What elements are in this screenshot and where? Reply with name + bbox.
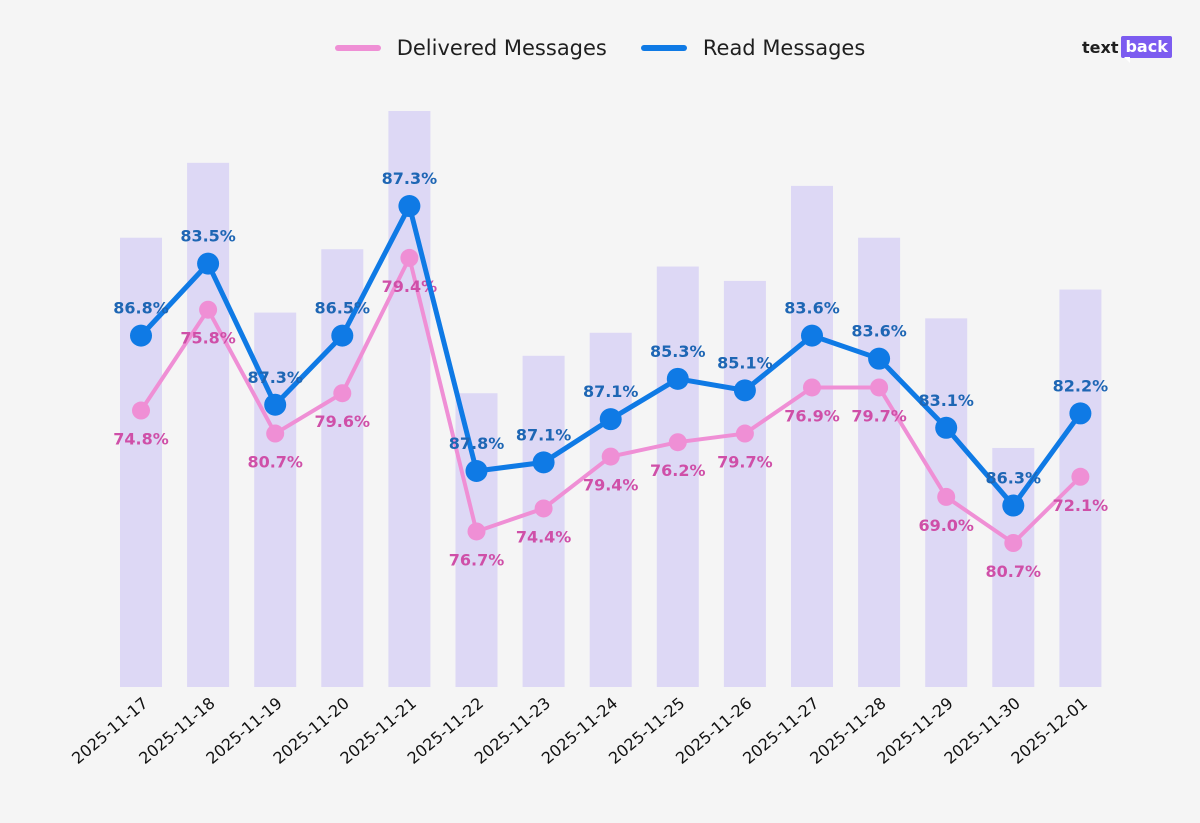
data-label: 69.0% [918, 516, 974, 535]
data-point [870, 378, 889, 397]
bar [522, 355, 565, 687]
data-label: 76.2% [650, 461, 706, 480]
data-label: 83.6% [851, 322, 907, 341]
data-label: 80.7% [247, 453, 303, 472]
data-point [1004, 534, 1023, 552]
bar [723, 280, 766, 687]
data-point [199, 300, 218, 319]
bar [187, 162, 230, 688]
data-point [467, 522, 486, 541]
brand-logo: text back [1082, 36, 1172, 63]
logo-text-part: text [1082, 37, 1119, 57]
data-label: 79.4% [583, 476, 639, 495]
data-point [937, 487, 956, 506]
data-point [1069, 402, 1092, 425]
data-label: 87.1% [583, 382, 639, 401]
data-point [668, 433, 687, 452]
data-point [130, 324, 152, 347]
data-label: 79.6% [315, 412, 371, 431]
data-label: 87.3% [382, 169, 438, 188]
data-point [1002, 494, 1025, 517]
bar [120, 237, 162, 687]
data-label: 72.1% [1053, 496, 1109, 515]
logo-badge: back [1121, 36, 1172, 63]
data-label: 82.2% [1053, 376, 1109, 395]
legend: Delivered Messages Read Messages [0, 36, 1200, 60]
data-label: 75.8% [180, 329, 236, 348]
data-point [733, 379, 756, 402]
data-point [400, 248, 419, 267]
data-point [132, 401, 150, 420]
data-point [197, 252, 220, 275]
data-label: 83.5% [180, 227, 236, 246]
data-label: 74.4% [516, 527, 572, 546]
bar [858, 237, 901, 687]
bar [321, 249, 364, 688]
data-point [801, 324, 823, 347]
data-point [532, 451, 555, 474]
data-label: 85.3% [650, 342, 706, 361]
data-label: 86.3% [986, 469, 1042, 488]
data-point [599, 408, 622, 431]
legend-swatch-delivered [334, 45, 381, 51]
data-point [331, 324, 354, 347]
data-point [666, 367, 689, 390]
data-label: 80.7% [986, 562, 1042, 581]
data-point [333, 384, 352, 403]
data-label: 79.7% [851, 406, 907, 425]
data-point [935, 416, 958, 439]
data-label: 85.1% [717, 353, 773, 372]
data-label: 87.8% [449, 434, 505, 453]
data-point [601, 447, 620, 466]
bar [589, 332, 632, 687]
data-point [266, 424, 285, 443]
data-label: 83.1% [918, 391, 974, 410]
data-label: 86.5% [315, 299, 371, 318]
data-point [735, 424, 754, 443]
data-point [398, 195, 421, 218]
data-point [465, 460, 488, 482]
data-point [868, 347, 891, 370]
data-label: 79.7% [717, 453, 773, 472]
legend-label-delivered: Delivered Messages [396, 36, 607, 60]
data-label: 76.7% [449, 550, 505, 569]
data-point [534, 499, 553, 518]
legend-item-delivered[interactable]: Delivered Messages [334, 36, 607, 60]
bar [656, 266, 699, 687]
legend-label-read: Read Messages [702, 36, 866, 60]
bar [1059, 289, 1102, 687]
data-label: 76.9% [784, 406, 840, 425]
data-label: 83.6% [784, 299, 840, 318]
legend-item-read[interactable]: Read Messages [640, 36, 866, 60]
data-label: 79.4% [382, 277, 438, 296]
data-label: 74.8% [113, 430, 169, 449]
data-point [264, 393, 287, 416]
data-label: 87.1% [516, 425, 572, 444]
data-label: 86.8% [113, 299, 169, 318]
bar [791, 185, 833, 687]
data-point [803, 378, 821, 397]
legend-swatch-read [640, 45, 687, 51]
data-label: 87.3% [247, 368, 303, 387]
data-point [1071, 467, 1090, 486]
